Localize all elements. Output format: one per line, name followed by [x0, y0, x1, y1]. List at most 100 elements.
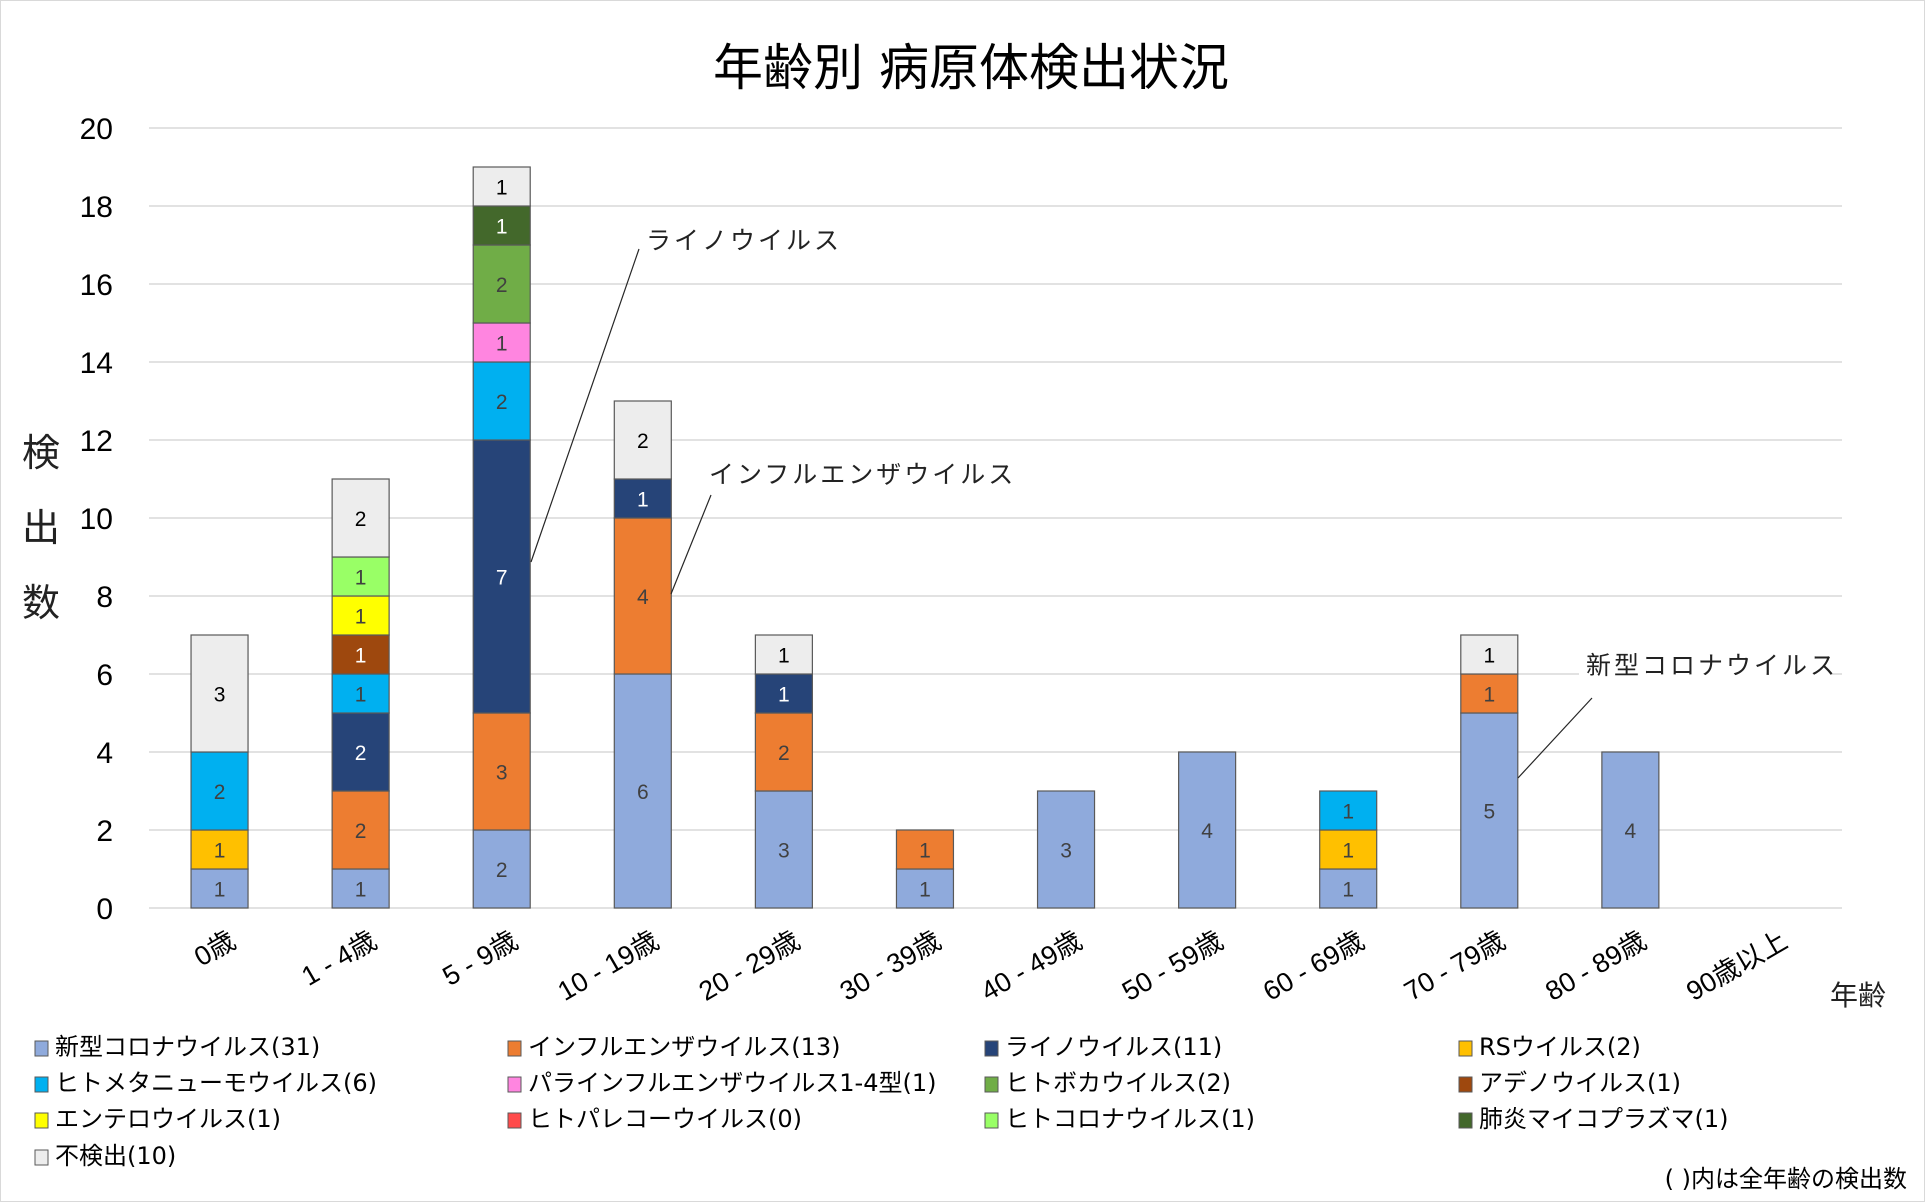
x-tick-label: 10 - 19歳 — [553, 925, 664, 1007]
bar-segment — [1601, 751, 1660, 909]
data-label: 2 — [214, 781, 226, 804]
bar-segment — [1460, 712, 1519, 909]
x-tick-label: 30 - 39歳 — [835, 925, 946, 1007]
x-tick-label: 1 - 4歳 — [296, 925, 381, 991]
annotation-leader-line — [1517, 697, 1593, 779]
data-label: 2 — [355, 742, 367, 765]
legend-swatch — [34, 1149, 49, 1166]
bar-stack: 4 — [1178, 751, 1237, 909]
legend-swatch — [507, 1040, 522, 1057]
data-label: 1 — [355, 645, 367, 668]
legend-item: 不検出(10) — [34, 1142, 176, 1170]
bar-segment — [754, 790, 813, 909]
legend-item: アデノウイルス(1) — [1458, 1069, 1681, 1097]
data-label: 4 — [1625, 820, 1637, 843]
annotation-background — [641, 217, 831, 263]
bar-segment — [472, 829, 531, 909]
data-label: 2 — [496, 859, 508, 882]
legend-item: 肺炎マイコプラズマ(1) — [1458, 1105, 1729, 1133]
annotation-leader-line — [670, 494, 712, 595]
y-tick-label: 8 — [96, 581, 113, 614]
y-tick-label: 18 — [80, 191, 113, 224]
data-label: 2 — [778, 742, 790, 765]
bar-segment — [331, 595, 390, 636]
bar-segment — [472, 244, 531, 324]
bar-stack: 1 1 2 3 — [190, 634, 249, 909]
bar-segment — [190, 868, 249, 909]
bar-stack: 6 4 1 2 — [613, 400, 672, 909]
bar-stack: 1 2 2 1 1 1 1 2 — [331, 478, 390, 909]
legend-label: ヒトメタニューモウイルス(6) — [55, 1069, 377, 1097]
bar-stack: 2 3 7 2 1 2 1 1 — [472, 166, 531, 909]
annotation-callout: 新型コロナウイルス — [1517, 642, 1838, 779]
bar-segment — [1036, 790, 1096, 909]
annotation-leader-line — [530, 248, 640, 563]
y-axis-label: 検出数 — [22, 431, 60, 625]
bar-segment — [331, 556, 390, 597]
legend-swatch — [984, 1040, 999, 1057]
y-tick-label: 6 — [96, 659, 113, 692]
y-tick-label: 16 — [80, 269, 113, 302]
bar-segment — [1319, 829, 1378, 870]
bar-segment — [331, 868, 390, 909]
bar-segment — [1319, 790, 1378, 831]
bar-segment — [613, 673, 672, 909]
y-tick-label: 12 — [80, 425, 113, 458]
data-label: 1 — [1483, 645, 1495, 668]
bar-segment — [472, 166, 531, 207]
data-label: 1 — [778, 645, 790, 668]
gridlines — [149, 127, 1842, 909]
legend-item: インフルエンザウイルス(13) — [507, 1033, 841, 1061]
chart-title: 年齢別 病原体検出状況 — [713, 39, 1229, 97]
legend-item: エンテロウイルス(1) — [34, 1105, 281, 1133]
y-axis-label-char: 検 — [22, 431, 60, 475]
data-label: 4 — [637, 586, 649, 609]
data-label: 1 — [778, 684, 790, 707]
bar-segment — [472, 361, 531, 441]
data-label: 2 — [355, 820, 367, 843]
annotation-text: 新型コロナウイルス — [1586, 651, 1838, 680]
y-axis-label-char: 数 — [22, 581, 60, 625]
bar-segment — [1319, 868, 1378, 909]
legend-label: エンテロウイルス(1) — [55, 1105, 281, 1133]
y-tick-label: 14 — [80, 347, 113, 380]
annotation-callout: インフルエンザウイルス — [670, 451, 1013, 595]
legend-note: ( )内は全年齢の検出数 — [1665, 1165, 1907, 1193]
legend-swatch — [34, 1076, 49, 1093]
x-tick-label: 20 - 29歳 — [694, 925, 805, 1007]
legend-swatch — [1458, 1076, 1473, 1093]
data-label: 2 — [637, 430, 649, 453]
bar-segment — [613, 478, 672, 519]
legend-item: 新型コロナウイルス(31) — [34, 1033, 320, 1061]
data-label: 1 — [919, 879, 931, 902]
legend-label: 肺炎マイコプラズマ(1) — [1479, 1105, 1729, 1133]
data-label: 1 — [355, 606, 367, 629]
bar-segment — [472, 439, 531, 714]
y-tick-label: 10 — [80, 503, 113, 536]
y-tick-label: 4 — [96, 737, 113, 770]
legend-item: ヒトボカウイルス(2) — [984, 1069, 1231, 1097]
bar-segment — [331, 478, 390, 558]
legend-label: 不検出(10) — [55, 1142, 176, 1170]
data-label: 1 — [214, 840, 226, 863]
x-tick-label: 80 - 89歳 — [1540, 925, 1651, 1007]
legend-item: パラインフルエンザウイルス1-4型(1) — [507, 1069, 936, 1097]
annotation-text: ライノウイルス — [646, 226, 842, 255]
data-label: 7 — [496, 567, 508, 590]
bar-segment — [1460, 634, 1519, 675]
data-label: 1 — [1483, 684, 1495, 707]
bar-segment — [190, 751, 249, 831]
legend-item: RSウイルス(2) — [1458, 1033, 1641, 1061]
bar-segment — [895, 868, 955, 909]
annotation-callout: ライノウイルス — [530, 217, 842, 563]
data-label: 1 — [496, 216, 508, 239]
bar-segment — [190, 634, 249, 753]
bar-stack: 4 — [1601, 751, 1660, 909]
bar-stack: 1 1 1 — [1319, 790, 1378, 909]
bar-stack: 5 1 1 — [1460, 634, 1519, 909]
legend-swatch — [34, 1040, 49, 1057]
data-label: 1 — [1342, 840, 1354, 863]
data-label: 3 — [778, 840, 790, 863]
